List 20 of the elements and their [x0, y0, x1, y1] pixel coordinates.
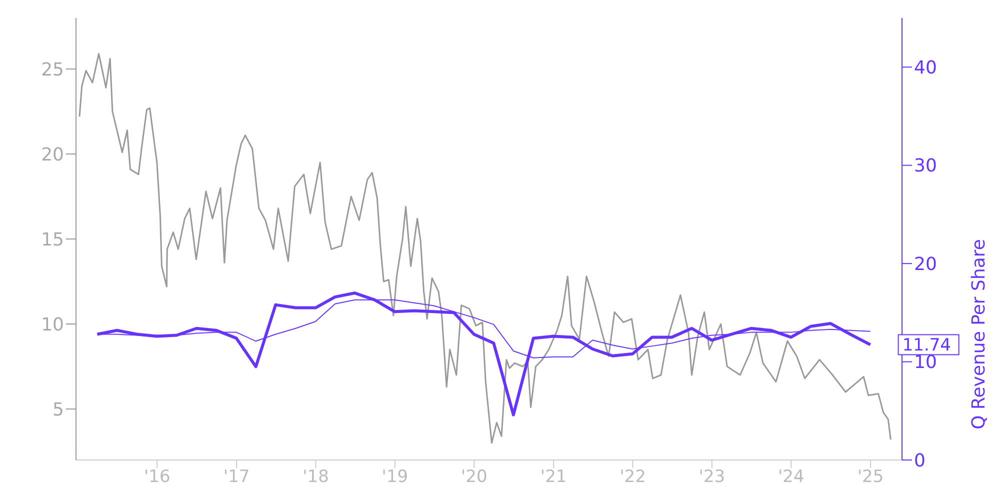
x-tick-label: '24	[778, 467, 804, 488]
y2-tick-label: 40	[914, 58, 937, 78]
x-tick-label: '23	[698, 467, 726, 488]
y2-tick-label: 30	[914, 156, 937, 177]
y-tick-label: 25	[41, 59, 64, 80]
x-tick-label: '25	[857, 467, 884, 488]
x-tick-label: '18	[302, 467, 329, 488]
y2-tick-label: 0	[914, 450, 926, 472]
y-tick-label: 20	[41, 144, 64, 166]
x-tick-label: '16	[144, 467, 170, 488]
y-tick-label: 15	[41, 229, 64, 250]
y2-axis-title: Q Revenue Per Share	[968, 239, 990, 430]
y-tick-label: 5	[52, 399, 64, 420]
y2-tick-label: 20	[914, 254, 937, 275]
x-tick-label: '19	[382, 467, 408, 488]
y-tick-label: 10	[41, 314, 64, 336]
x-tick-label: '17	[223, 467, 250, 488]
x-tick-label: '22	[620, 467, 646, 488]
x-tick-label: '21	[540, 467, 567, 488]
x-tick-label: '20	[460, 467, 488, 488]
